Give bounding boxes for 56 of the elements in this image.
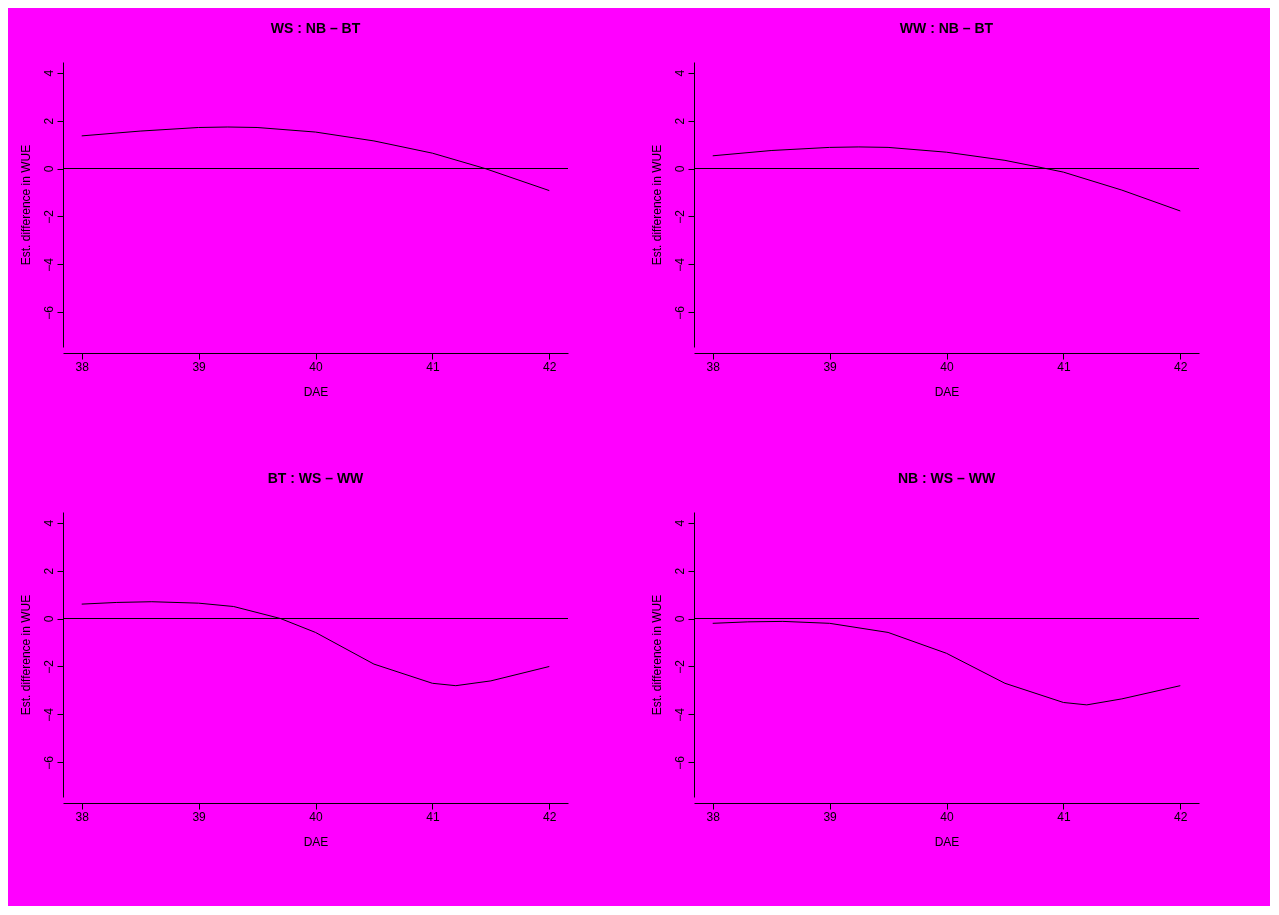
y-tick-label: 0 xyxy=(41,165,56,173)
x-tick-label: 40 xyxy=(940,809,954,824)
x-tick-label: 41 xyxy=(1057,809,1071,824)
y-tick-label: −2 xyxy=(672,209,687,224)
y-tick-label: −4 xyxy=(41,707,56,722)
chart-title: BT : WS – WW xyxy=(267,470,365,486)
x-axis-title: DAE xyxy=(934,834,960,849)
chart-title: NB : WS – WW xyxy=(897,470,996,486)
y-tick-label: 4 xyxy=(672,69,687,77)
y-tick-label: 0 xyxy=(672,165,687,173)
x-tick-label: 42 xyxy=(543,359,557,374)
x-tick-label: 41 xyxy=(426,359,440,374)
y-tick-label: −2 xyxy=(672,659,687,674)
y-axis-title: Est. difference in WUE xyxy=(18,594,33,716)
y-tick-label: −4 xyxy=(672,257,687,272)
y-tick-label: 0 xyxy=(672,615,687,623)
y-axis-title: Est. difference in WUE xyxy=(649,144,664,266)
y-axis-title: Est. difference in WUE xyxy=(649,594,664,716)
y-tick-label: −4 xyxy=(672,707,687,722)
x-tick-label: 39 xyxy=(823,359,838,374)
chart-title: WS : NB – BT xyxy=(270,20,361,36)
y-tick-label: −4 xyxy=(41,257,56,272)
x-tick-label: 42 xyxy=(1174,359,1188,374)
y-tick-label: −6 xyxy=(672,305,687,320)
y-tick-label: 4 xyxy=(41,519,56,527)
y-tick-label: −6 xyxy=(41,755,56,770)
y-tick-label: 4 xyxy=(672,519,687,527)
x-tick-label: 39 xyxy=(823,809,838,824)
y-tick-label: 4 xyxy=(41,69,56,77)
y-tick-label: −6 xyxy=(41,305,56,320)
chart-title: WW : NB – BT xyxy=(899,20,994,36)
x-tick-label: 38 xyxy=(75,809,90,824)
y-tick-label: 2 xyxy=(672,117,687,125)
x-tick-label: 40 xyxy=(309,359,323,374)
y-axis-title: Est. difference in WUE xyxy=(18,144,33,266)
y-tick-label: −6 xyxy=(672,755,687,770)
x-axis-title: DAE xyxy=(303,834,329,849)
y-tick-label: 2 xyxy=(672,567,687,575)
x-tick-label: 40 xyxy=(309,809,323,824)
x-tick-label: 38 xyxy=(706,809,721,824)
x-tick-label: 42 xyxy=(1174,809,1188,824)
x-tick-label: 38 xyxy=(706,359,721,374)
x-tick-label: 39 xyxy=(192,359,207,374)
y-tick-label: 2 xyxy=(41,117,56,125)
x-tick-label: 41 xyxy=(1057,359,1071,374)
x-axis-title: DAE xyxy=(934,384,960,399)
x-tick-label: 41 xyxy=(426,809,440,824)
x-tick-label: 39 xyxy=(192,809,207,824)
y-tick-label: −2 xyxy=(41,659,56,674)
x-tick-label: 42 xyxy=(543,809,557,824)
x-tick-label: 38 xyxy=(75,359,90,374)
x-tick-label: 40 xyxy=(940,359,954,374)
y-tick-label: 2 xyxy=(41,567,56,575)
y-tick-label: 0 xyxy=(41,615,56,623)
x-axis-title: DAE xyxy=(303,384,329,399)
y-tick-label: −2 xyxy=(41,209,56,224)
